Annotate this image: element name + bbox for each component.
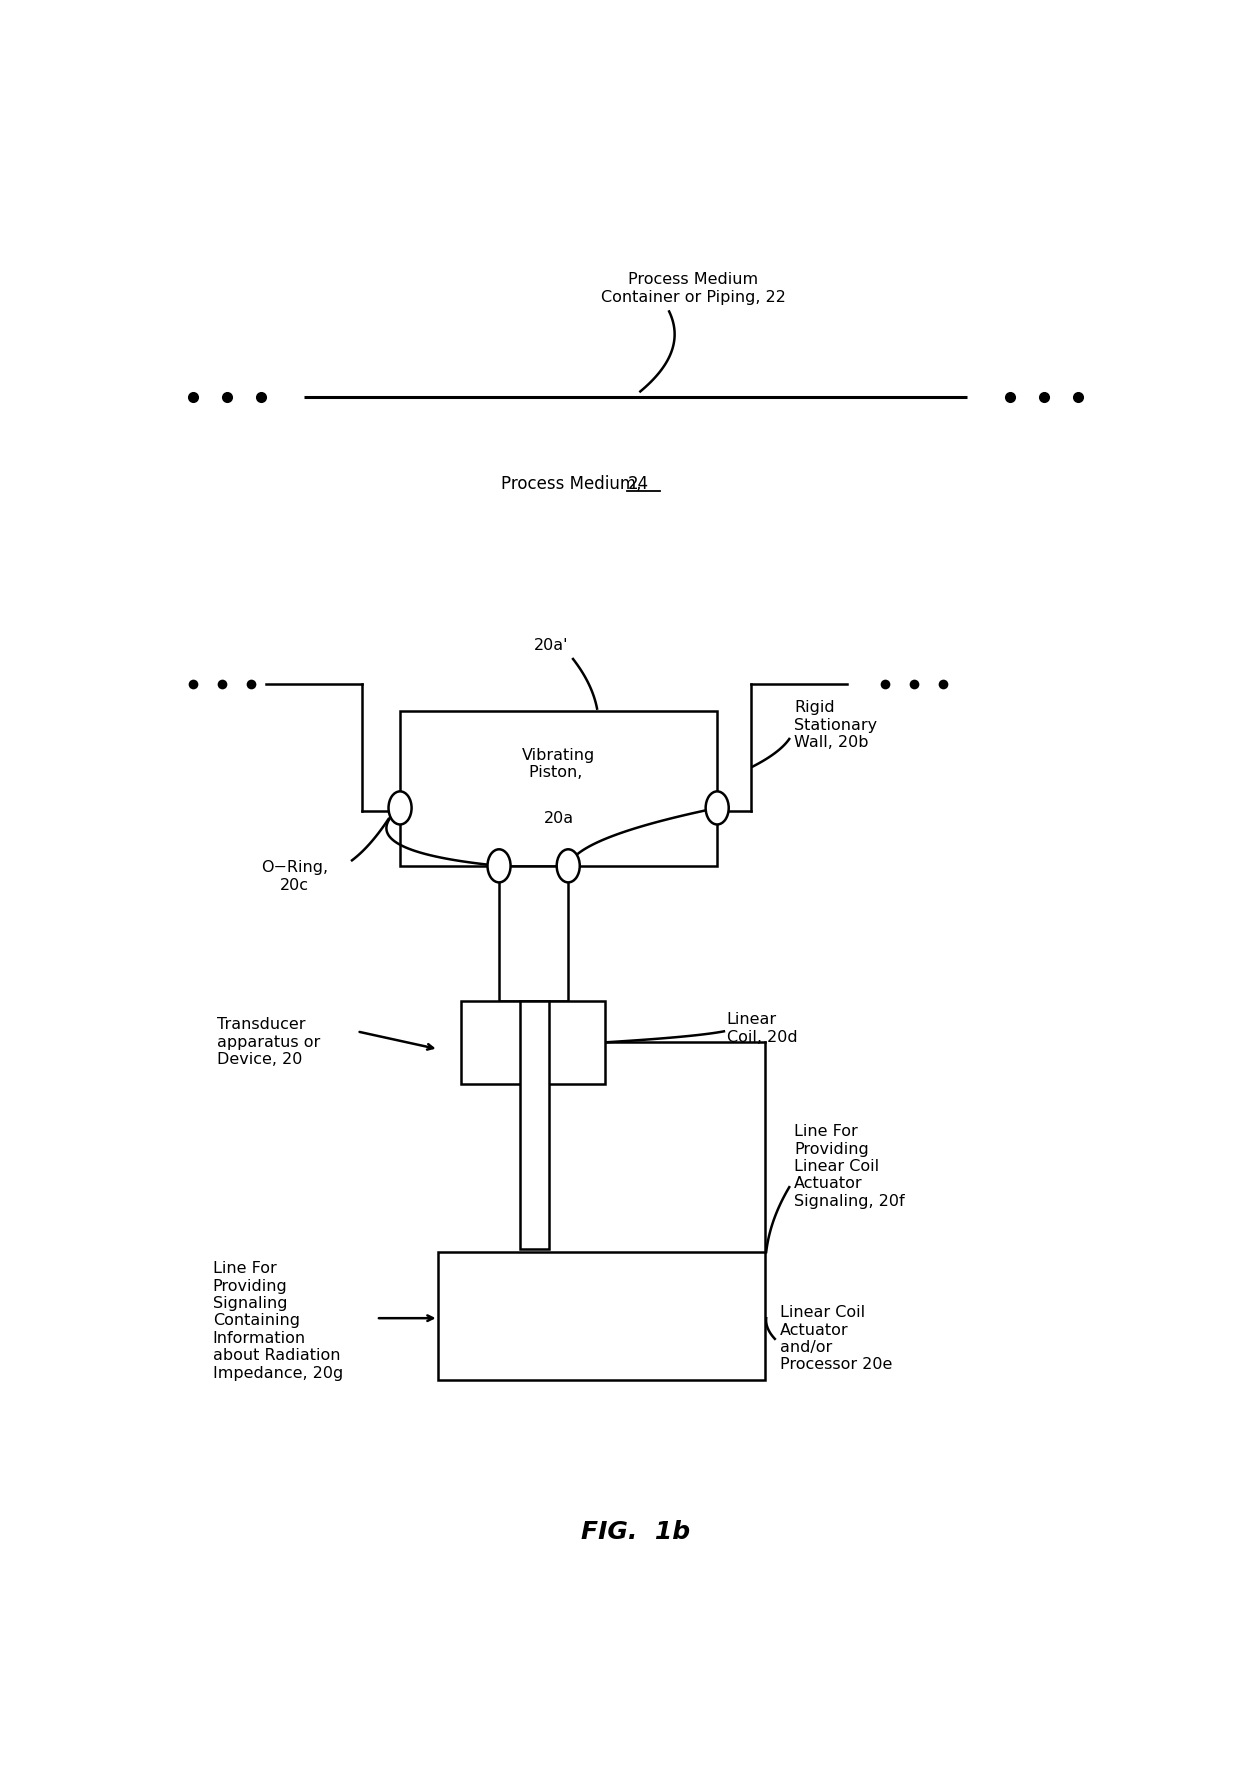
Text: Process Medium,: Process Medium, xyxy=(501,475,647,493)
Bar xyxy=(460,1001,605,1084)
Circle shape xyxy=(487,849,511,883)
Text: Linear Coil
Actuator
and/or
Processor 20e: Linear Coil Actuator and/or Processor 20… xyxy=(780,1306,892,1372)
Text: Transducer
apparatus or
Device, 20: Transducer apparatus or Device, 20 xyxy=(217,1017,321,1067)
Text: Linear
Coil, 20d: Linear Coil, 20d xyxy=(727,1012,797,1044)
Text: 20a': 20a' xyxy=(533,638,568,654)
Text: Process Medium
Container or Piping, 22: Process Medium Container or Piping, 22 xyxy=(600,272,786,304)
Bar xyxy=(498,865,568,1001)
Text: FIG.  1b: FIG. 1b xyxy=(580,1521,691,1544)
Text: 20a: 20a xyxy=(543,811,574,826)
Text: Line For
Providing
Signaling
Containing
Information
about Radiation
Impedance, 2: Line For Providing Signaling Containing … xyxy=(213,1261,343,1381)
Text: Vibrating
Piston,: Vibrating Piston, xyxy=(522,747,595,781)
Text: O−Ring,
20c: O−Ring, 20c xyxy=(260,860,327,892)
Circle shape xyxy=(706,792,729,824)
Circle shape xyxy=(388,792,412,824)
Bar xyxy=(521,1001,549,1250)
Text: Line For
Providing
Linear Coil
Actuator
Signaling, 20f: Line For Providing Linear Coil Actuator … xyxy=(794,1125,905,1209)
Bar xyxy=(401,711,717,865)
Text: 24: 24 xyxy=(627,475,649,493)
Circle shape xyxy=(557,849,580,883)
Bar xyxy=(439,1252,765,1381)
Text: Rigid
Stationary
Wall, 20b: Rigid Stationary Wall, 20b xyxy=(794,700,877,750)
